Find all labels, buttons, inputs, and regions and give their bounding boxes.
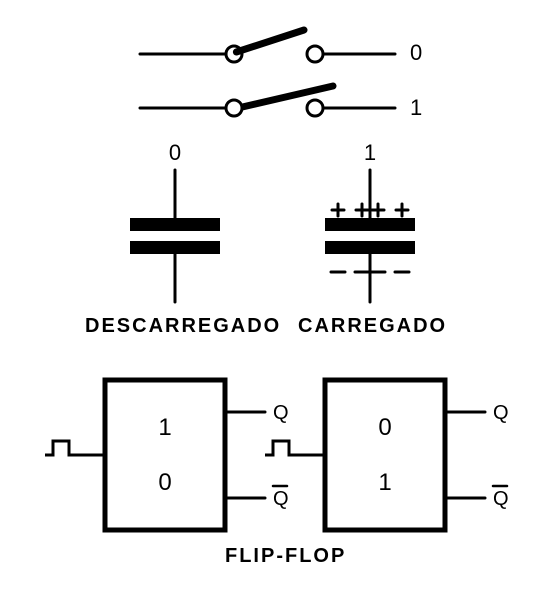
- flipflop-left-q-label: Q: [273, 402, 289, 424]
- flipflop-caption: FLIP-FLOP: [225, 545, 346, 567]
- switch-open: 0: [140, 30, 422, 65]
- switch-closed: 1: [140, 86, 422, 120]
- switch-open-label: 0: [410, 40, 422, 65]
- capacitor-discharged-caption: DESCARREGADO: [85, 315, 281, 337]
- capacitor-charged: 1 CARREGADO: [298, 140, 447, 337]
- flipflop-right-bottom-value: 1: [378, 469, 391, 496]
- flipflop-left-top-value: 1: [158, 414, 171, 441]
- capacitor-charged-value: 1: [364, 140, 376, 165]
- switch-closed-label: 1: [410, 95, 422, 120]
- capacitor-discharged: 0 DESCARREGADO: [85, 140, 281, 337]
- flipflop-right: 0 1 Q Q: [265, 380, 509, 530]
- capacitor-discharged-value: 0: [169, 140, 181, 165]
- capacitor-charged-caption: CARREGADO: [298, 315, 447, 337]
- flipflop-right-top-value: 0: [378, 414, 391, 441]
- flipflop-right-qbar-label: Q: [493, 488, 509, 510]
- clock-pulse-icon: [45, 441, 77, 455]
- flipflop-left-bottom-value: 0: [158, 469, 171, 496]
- flipflop-left: 1 0 Q Q: [45, 380, 289, 530]
- clock-pulse-icon: [265, 441, 297, 455]
- flipflop-right-q-label: Q: [493, 402, 509, 424]
- flipflop-left-qbar-label: Q: [273, 488, 289, 510]
